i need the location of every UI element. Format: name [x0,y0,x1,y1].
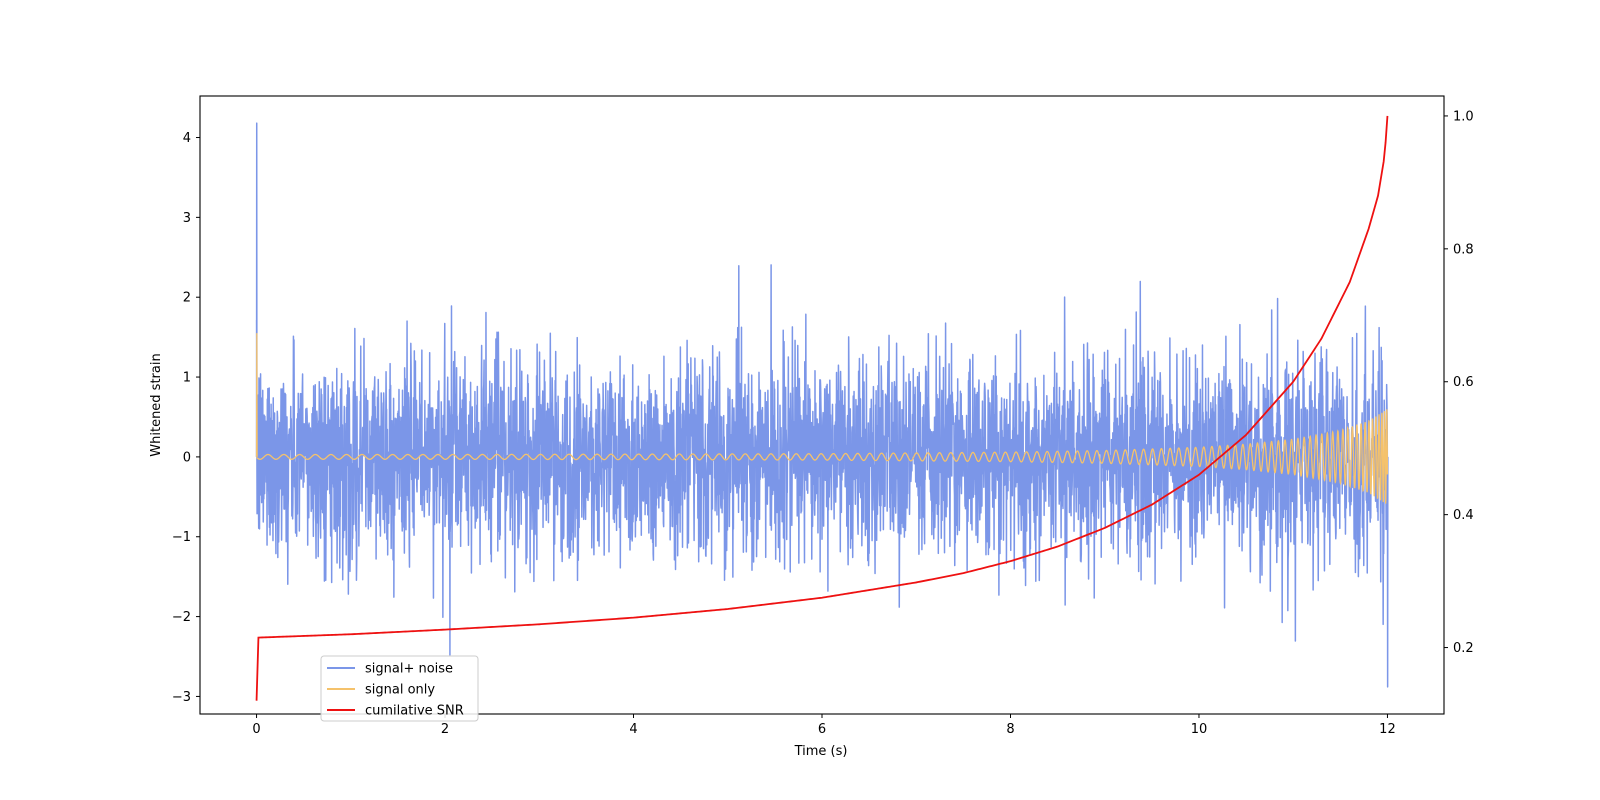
x-tick-label: 4 [629,722,637,737]
legend-label: cumilative SNR [365,704,464,719]
x-tick-label: 0 [252,722,260,737]
y2-tick-label: 0.6 [1453,375,1474,390]
y-axis-right: 0.2 0.4 0.6 0.8 1.0 [1444,109,1474,656]
y-tick-label: −1 [172,530,191,545]
y2-tick-label: 1.0 [1453,109,1474,124]
y-axis-label: Whitened strain [149,353,164,456]
series-layer [255,115,1389,701]
legend-box [320,655,479,722]
y-tick-label: 3 [183,211,191,226]
x-tick-label: 2 [441,722,449,737]
y2-tick-label: 0.4 [1453,508,1474,523]
series-signal-only [255,333,1389,504]
legend: signal+ noise signal only cumilative SNR [320,655,479,722]
y-tick-label: 0 [183,450,191,465]
x-axis-label: Time (s) [794,744,848,759]
series-signal-plus-noise [255,122,1389,688]
x-axis: 0 2 4 6 8 10 12 [252,714,1396,737]
legend-label: signal only [365,683,435,698]
x-tick-label: 12 [1379,722,1396,737]
y2-tick-label: 0.2 [1453,641,1474,656]
y-tick-label: −3 [172,690,191,705]
y-tick-label: 2 [183,291,191,306]
y2-tick-label: 0.8 [1453,242,1474,257]
x-tick-label: 6 [818,722,826,737]
y-axis-left: −3 −2 −1 0 1 2 3 4 [172,131,200,705]
y-tick-label: −2 [172,610,191,625]
x-tick-label: 10 [1191,722,1208,737]
y-tick-label: 4 [183,131,191,146]
y-tick-label: 1 [183,371,191,386]
legend-label: signal+ noise [365,662,453,677]
x-tick-label: 8 [1006,722,1014,737]
series-cumulative-snr [255,115,1389,701]
